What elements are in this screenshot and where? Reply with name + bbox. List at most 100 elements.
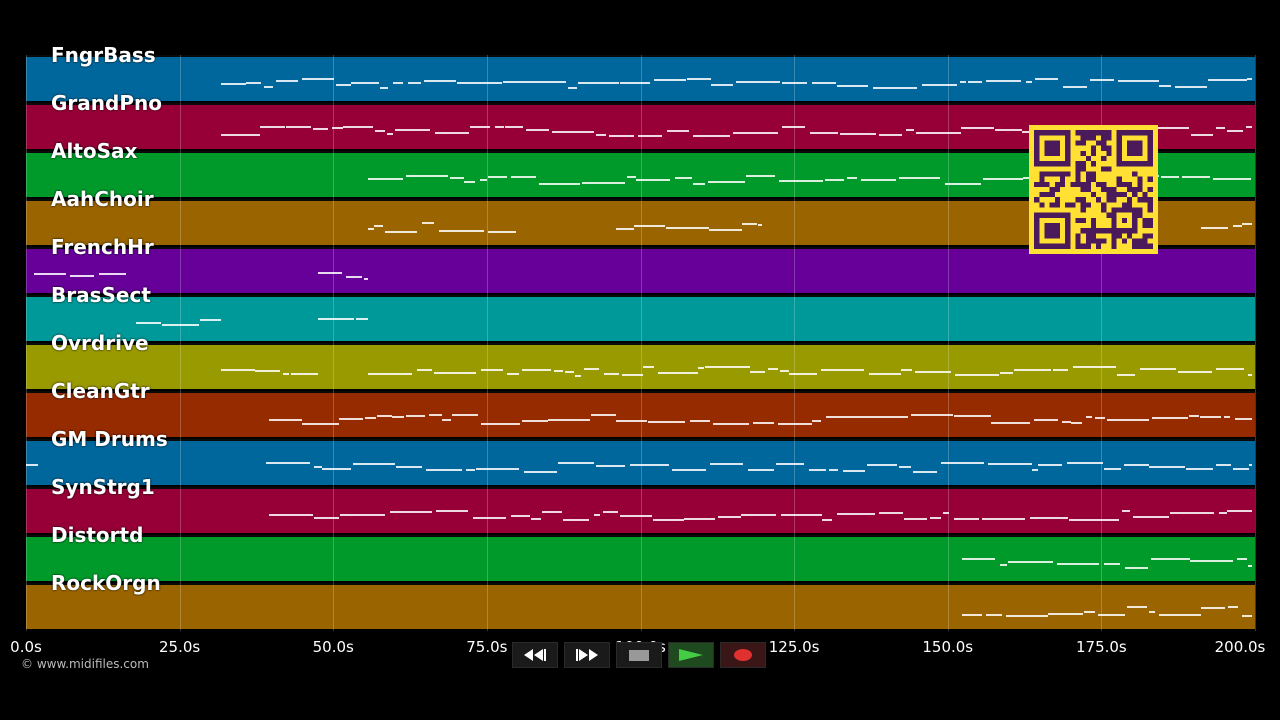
midi-note	[837, 85, 852, 87]
time-tick-label: 125.0s	[768, 638, 820, 656]
midi-note	[983, 178, 1023, 180]
midi-note	[488, 176, 507, 178]
midi-note	[1086, 416, 1092, 418]
midi-note	[548, 419, 590, 421]
midi-note	[604, 373, 619, 375]
midi-note	[596, 134, 606, 136]
midi-note	[871, 416, 908, 418]
midi-note	[563, 519, 589, 521]
midi-note	[380, 87, 388, 89]
midi-note	[531, 518, 541, 520]
midi-note	[943, 512, 949, 514]
midi-note	[873, 87, 917, 89]
midi-note	[1237, 558, 1247, 560]
piano-roll[interactable]	[26, 55, 1255, 631]
midi-note	[725, 516, 741, 518]
midi-note	[1186, 468, 1213, 470]
midi-note	[899, 466, 911, 468]
midi-note	[843, 470, 865, 472]
track-lane[interactable]	[26, 247, 1255, 293]
track-name-label: FngrBass	[51, 43, 156, 67]
midi-note	[34, 273, 44, 275]
midi-note	[406, 175, 448, 177]
midi-note	[904, 518, 927, 520]
rewind-button[interactable]	[512, 642, 558, 668]
midi-note	[542, 511, 562, 513]
midi-note	[961, 127, 994, 129]
midi-note	[1235, 418, 1252, 420]
midi-note	[1127, 606, 1147, 608]
midi-note	[568, 87, 577, 89]
stop-button[interactable]	[616, 642, 662, 668]
track-lane[interactable]	[26, 487, 1255, 533]
midi-note	[393, 82, 403, 84]
track-lane[interactable]	[26, 343, 1255, 389]
midi-note	[776, 463, 804, 465]
midi-note	[1048, 613, 1083, 615]
midi-note	[365, 417, 376, 419]
midi-note	[962, 558, 995, 560]
track-lane[interactable]	[26, 295, 1255, 341]
play-button[interactable]	[668, 642, 714, 668]
midi-note	[718, 516, 725, 518]
track-lane[interactable]	[26, 535, 1255, 581]
midi-note	[710, 463, 743, 465]
midi-note	[473, 517, 506, 519]
track-lane[interactable]	[26, 55, 1255, 101]
midi-note	[554, 370, 563, 372]
midi-note	[901, 369, 912, 371]
track-lane[interactable]	[26, 439, 1255, 485]
track-lane[interactable]	[26, 583, 1255, 629]
midi-note	[266, 462, 310, 464]
midi-note	[390, 511, 432, 513]
midi-note	[636, 179, 670, 181]
midi-note	[1000, 564, 1007, 566]
midi-note	[575, 375, 581, 377]
midi-note	[392, 416, 404, 418]
midi-note	[982, 518, 1025, 520]
midi-note	[822, 519, 832, 521]
midi-note	[1201, 227, 1228, 229]
midi-note	[945, 183, 981, 185]
midi-note	[609, 135, 634, 137]
grid-line	[333, 55, 334, 631]
midi-note	[322, 468, 351, 470]
midi-note	[495, 126, 504, 128]
midi-note	[1191, 134, 1213, 136]
midi-note	[1026, 81, 1032, 83]
midi-note	[1095, 519, 1119, 521]
midi-note	[526, 129, 549, 131]
fast-forward-button[interactable]	[564, 642, 610, 668]
midi-note	[364, 278, 368, 280]
midi-note	[374, 225, 383, 227]
midi-note	[913, 471, 937, 473]
midi-note	[1008, 561, 1053, 563]
midi-note	[396, 466, 422, 468]
grid-line	[1101, 55, 1102, 631]
midi-note	[711, 84, 733, 86]
midi-note	[368, 228, 374, 230]
midi-note	[899, 177, 929, 179]
midi-note	[1095, 417, 1105, 419]
midi-note	[1245, 178, 1251, 180]
midi-note	[991, 422, 1030, 424]
rewind-icon	[524, 649, 546, 661]
midi-note	[916, 132, 961, 134]
midi-note	[782, 126, 805, 128]
midi-note	[1233, 468, 1249, 470]
midi-note	[476, 468, 519, 470]
midi-note	[1159, 614, 1201, 616]
track-lane[interactable]	[26, 391, 1255, 437]
midi-note	[1246, 126, 1252, 128]
midi-note	[1014, 369, 1051, 371]
midi-note	[221, 134, 260, 136]
record-button[interactable]	[720, 642, 766, 668]
track-name-label: Distortd	[51, 523, 144, 547]
midi-note	[1117, 374, 1135, 376]
midi-note	[466, 469, 475, 471]
midi-note	[1063, 86, 1087, 88]
midi-note	[687, 78, 711, 80]
midi-note	[136, 322, 161, 324]
midi-note	[741, 514, 776, 516]
midi-note	[879, 512, 903, 514]
